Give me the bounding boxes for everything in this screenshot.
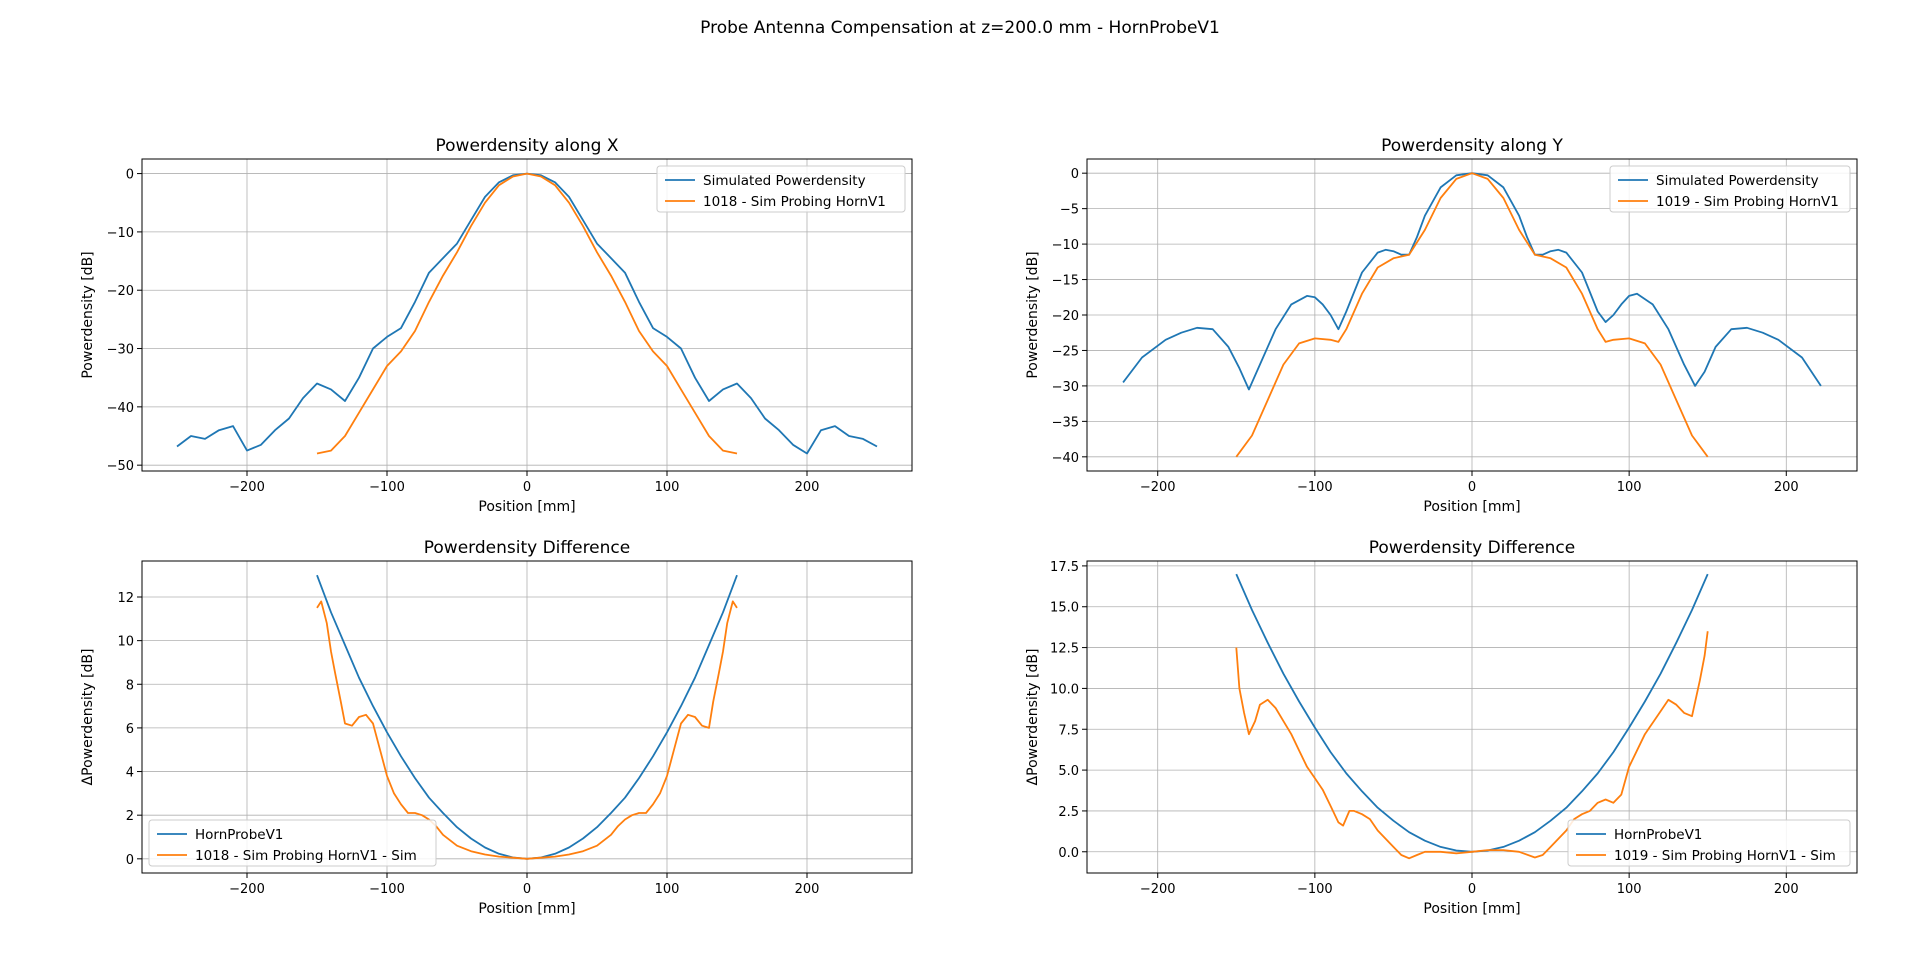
y-tick-label: −40 xyxy=(107,401,134,416)
y-tick-label: −10 xyxy=(107,226,134,241)
x-tick-label: 200 xyxy=(795,882,820,897)
y-tick-label: −35 xyxy=(1052,415,1079,430)
x-tick-label: −200 xyxy=(1140,480,1176,495)
legend-entry-label: 1018 - Sim Probing HornV1 - Sim xyxy=(195,848,417,864)
x-tick-label: 0 xyxy=(523,882,531,897)
y-tick-label: 10.0 xyxy=(1050,682,1079,697)
y-tick-label: 5.0 xyxy=(1058,764,1079,779)
x-tick-label: −100 xyxy=(1297,882,1333,897)
legend: Simulated Powerdensity 1018 - Sim Probing… xyxy=(656,165,906,213)
x-tick-label: −100 xyxy=(1297,480,1333,495)
legend-box xyxy=(1567,819,1851,867)
x-tick-label: 0 xyxy=(1468,882,1476,897)
x-axis-label: Position [mm] xyxy=(1423,499,1520,515)
chart-title: Powerdensity along X xyxy=(436,136,619,156)
y-tick-label: 4 xyxy=(126,766,134,781)
x-tick-label: 200 xyxy=(1774,480,1799,495)
series-line-2 xyxy=(1235,172,1709,458)
legend: HornProbeV1 1019 - Sim Probing HornV1 - S… xyxy=(1567,819,1851,867)
chart-title: Powerdensity along Y xyxy=(1381,136,1563,156)
legend-entry-label: 1019 - Sim Probing HornV1 xyxy=(1656,194,1839,210)
y-tick-label: −20 xyxy=(107,284,134,299)
legend-entry-label: 1019 - Sim Probing HornV1 - Sim xyxy=(1614,848,1836,864)
x-tick-label: 100 xyxy=(1617,882,1642,897)
x-axis-label: Position [mm] xyxy=(478,499,575,515)
chart-title: Powerdensity Difference xyxy=(1369,538,1575,558)
chart-title: Powerdensity Difference xyxy=(424,538,630,558)
x-tick-label: 100 xyxy=(655,882,680,897)
y-tick-label: 0.0 xyxy=(1058,846,1079,861)
y-tick-label: 12 xyxy=(117,591,134,606)
figure-suptitle: Probe Antenna Compensation at z=200.0 mm… xyxy=(700,18,1220,38)
y-axis-label: Powerdensity [dB] xyxy=(80,251,96,378)
x-tick-label: 0 xyxy=(523,480,531,495)
x-tick-label: −200 xyxy=(229,882,265,897)
y-axis-label: ΔPowerdensity [dB] xyxy=(1025,649,1041,786)
chart-powerdensity-y: −200 −100 0 100 2000−5−10−15−20−25−30−35−40 … xyxy=(1025,136,1858,515)
y-tick-label: 8 xyxy=(126,678,134,693)
y-tick-label: 2.5 xyxy=(1058,805,1079,820)
y-tick-label: −30 xyxy=(1052,380,1079,395)
y-tick-label: −40 xyxy=(1052,451,1079,466)
y-tick-label: 7.5 xyxy=(1058,723,1079,738)
y-tick-label: 0 xyxy=(126,853,134,868)
series-line-2 xyxy=(1235,631,1709,860)
x-tick-label: 200 xyxy=(1774,882,1799,897)
series-line-2 xyxy=(316,172,738,455)
legend-entry-label: HornProbeV1 xyxy=(195,827,283,843)
x-tick-label: 100 xyxy=(1617,480,1642,495)
chart-difference-y: −200 −100 0 100 200 0.0 2.5 5.0 7.5 10.0 12.5 15.0 1… xyxy=(1025,538,1858,917)
legend-box xyxy=(656,165,906,213)
legend-box xyxy=(1609,165,1851,213)
y-tick-label: 10 xyxy=(117,635,134,650)
y-tick-label: −25 xyxy=(1052,344,1079,359)
y-tick-label: −30 xyxy=(107,343,134,358)
x-tick-label: −100 xyxy=(369,480,405,495)
x-tick-label: 200 xyxy=(795,480,820,495)
y-tick-label: 15.0 xyxy=(1050,601,1079,616)
y-axis-label: Powerdensity [dB] xyxy=(1025,251,1041,378)
y-axis-label: ΔPowerdensity [dB] xyxy=(80,649,96,786)
y-tick-label: −50 xyxy=(107,459,134,474)
legend-entry-label: Simulated Powerdensity xyxy=(1656,173,1819,189)
x-tick-label: −200 xyxy=(1140,882,1176,897)
legend-box xyxy=(148,819,437,867)
y-tick-label: −10 xyxy=(1052,238,1079,253)
legend-entry-label: HornProbeV1 xyxy=(1614,827,1702,843)
y-tick-label: 6 xyxy=(126,722,134,737)
y-tick-label: 17.5 xyxy=(1050,560,1079,575)
y-tick-label: −5 xyxy=(1060,203,1079,218)
x-axis-label: Position [mm] xyxy=(478,901,575,917)
chart-powerdensity-x: −200 −100 0 100 200 0 −10 −20 −30 −40 −50 Powerden… xyxy=(80,136,913,515)
x-tick-label: −200 xyxy=(229,480,265,495)
x-axis-label: Position [mm] xyxy=(1423,901,1520,917)
y-tick-label: −20 xyxy=(1052,309,1079,324)
legend: HornProbeV1 1018 - Sim Probing HornV1 - S… xyxy=(148,819,437,867)
y-tick-label: −15 xyxy=(1052,274,1079,289)
x-tick-label: −100 xyxy=(369,882,405,897)
legend-entry-label: Simulated Powerdensity xyxy=(703,173,866,189)
y-tick-label: 0 xyxy=(126,168,134,183)
series-line-2 xyxy=(316,600,738,860)
y-tick-label: 12.5 xyxy=(1050,642,1079,657)
legend-entry-label: 1018 - Sim Probing HornV1 xyxy=(703,194,886,210)
y-tick-label: 0 xyxy=(1071,167,1079,182)
x-tick-label: 0 xyxy=(1468,480,1476,495)
x-tick-label: 100 xyxy=(655,480,680,495)
legend: Simulated Powerdensity 1019 - Sim Probing… xyxy=(1609,165,1851,213)
y-tick-label: 2 xyxy=(126,809,134,824)
chart-difference-x: −200 −100 0 100 200 0 2 4 6 8 10 12 Powerdensity Di… xyxy=(80,538,913,917)
